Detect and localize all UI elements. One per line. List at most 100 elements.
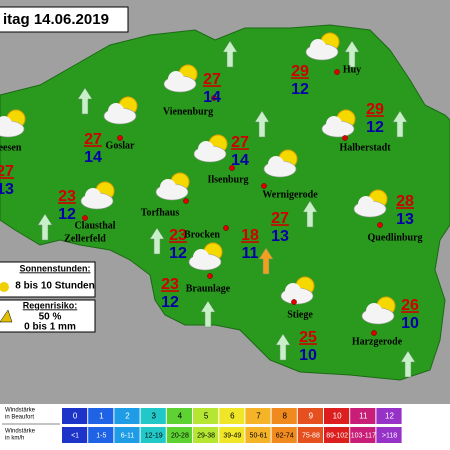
city-name: eesen	[0, 142, 22, 153]
kmh-cell	[140, 427, 166, 443]
kmh-cell	[245, 427, 271, 443]
beaufort-label: 5	[204, 412, 209, 421]
kmh-cell	[193, 427, 219, 443]
min-temp: 14	[84, 149, 102, 166]
cloud	[326, 116, 342, 132]
kmh-label: 75-88	[302, 432, 320, 439]
city-name: Halberstadt	[339, 142, 391, 153]
kmh-cell	[88, 427, 114, 443]
rain-amount: 0 bis 1 mm	[24, 322, 76, 333]
kmh-label: >118	[382, 432, 397, 439]
weather-icon	[155, 172, 190, 201]
beaufort-cell	[245, 408, 271, 424]
kmh-label: 20-28	[171, 432, 189, 439]
kmh-label: 89-102	[326, 432, 348, 439]
cloud	[0, 116, 12, 132]
min-temp: 13	[0, 181, 14, 198]
wind-arrow	[200, 300, 216, 328]
scale-label: in Beaufort	[5, 415, 34, 421]
beaufort-cell	[271, 408, 297, 424]
city-dot	[117, 135, 123, 141]
beaufort-cell	[219, 408, 245, 424]
weather-icon	[0, 109, 26, 138]
kmh-cell	[376, 427, 402, 443]
wind-arrow	[275, 333, 291, 361]
min-temp: 12	[291, 81, 309, 98]
wind-arrow	[77, 87, 93, 115]
min-temp: 10	[299, 347, 317, 364]
max-temp: 29	[291, 63, 309, 80]
weather-icon	[321, 109, 356, 138]
beaufort-label: 3	[151, 412, 156, 421]
beaufort-cell	[166, 408, 192, 424]
kmh-cell	[350, 427, 376, 443]
min-temp: 14	[231, 152, 249, 169]
beaufort-label: 12	[385, 412, 394, 421]
beaufort-cell	[324, 408, 350, 424]
kmh-cell	[219, 427, 245, 443]
cloud	[108, 103, 124, 119]
rain-title: Regenrisiko:	[23, 300, 78, 310]
kmh-cell	[324, 427, 350, 443]
title: itag 14.06.2019	[3, 11, 109, 28]
min-temp: 12	[169, 245, 187, 262]
beaufort-cell	[376, 408, 402, 424]
max-temp: 27	[203, 71, 221, 88]
max-temp: 29	[366, 101, 384, 118]
weather-icon	[263, 149, 298, 178]
min-temp: 11	[242, 245, 259, 262]
weather-icon	[80, 181, 115, 210]
min-temp: 10	[401, 315, 419, 332]
rain-percent: 50 %	[39, 312, 62, 323]
wind-arrow	[400, 350, 416, 378]
cloud	[285, 283, 301, 299]
kmh-label: 39-49	[223, 432, 241, 439]
city-name: Clausthal	[74, 220, 115, 231]
wind-arrow	[254, 110, 270, 138]
kmh-label: 62-74	[276, 432, 294, 439]
weather-icon	[280, 276, 315, 305]
beaufort-label: 4	[178, 412, 183, 421]
scale-label: Windstärke	[5, 429, 36, 435]
city-dot	[334, 69, 340, 75]
weather-icon	[163, 64, 198, 93]
city-name: Huy	[343, 64, 361, 75]
city-name: Torfhaus	[141, 207, 180, 218]
beaufort-cell	[297, 408, 323, 424]
beaufort-cell	[114, 408, 140, 424]
kmh-cell	[62, 427, 88, 443]
max-temp: 27	[84, 131, 102, 148]
min-temp: 12	[366, 119, 384, 136]
min-temp: 14	[203, 89, 221, 106]
scale-label: in km/h	[5, 436, 24, 442]
beaufort-label: 2	[125, 412, 130, 421]
max-temp: 25	[299, 329, 317, 346]
cloud	[366, 303, 382, 319]
scale-label: Windstärke	[5, 408, 36, 414]
rain-icon	[0, 309, 13, 323]
cloud	[85, 188, 101, 204]
max-temp: 26	[401, 297, 419, 314]
city-dot	[377, 222, 383, 228]
sun-legend-box	[0, 261, 96, 298]
max-temp: 18	[241, 227, 259, 244]
cloud	[358, 196, 374, 212]
wind-arrow	[392, 110, 408, 138]
kmh-label: 29-38	[197, 432, 215, 439]
cloud	[268, 156, 284, 172]
kmh-cell	[271, 427, 297, 443]
beaufort-cell	[62, 408, 88, 424]
title-box	[0, 6, 129, 33]
weather-icon	[193, 134, 228, 163]
kmh-label: 1-5	[96, 432, 106, 439]
max-temp: 23	[169, 227, 187, 244]
kmh-cell	[297, 427, 323, 443]
city-dot	[183, 198, 189, 204]
city-name: Vienenburg	[163, 106, 213, 117]
wind-arrow	[149, 227, 165, 255]
beaufort-label: 6	[230, 412, 235, 421]
weather-icon	[353, 189, 388, 218]
city-dot	[207, 273, 213, 279]
sun-value: 8 bis 10 Stunden	[15, 281, 94, 292]
kmh-label: 50-61	[250, 432, 268, 439]
